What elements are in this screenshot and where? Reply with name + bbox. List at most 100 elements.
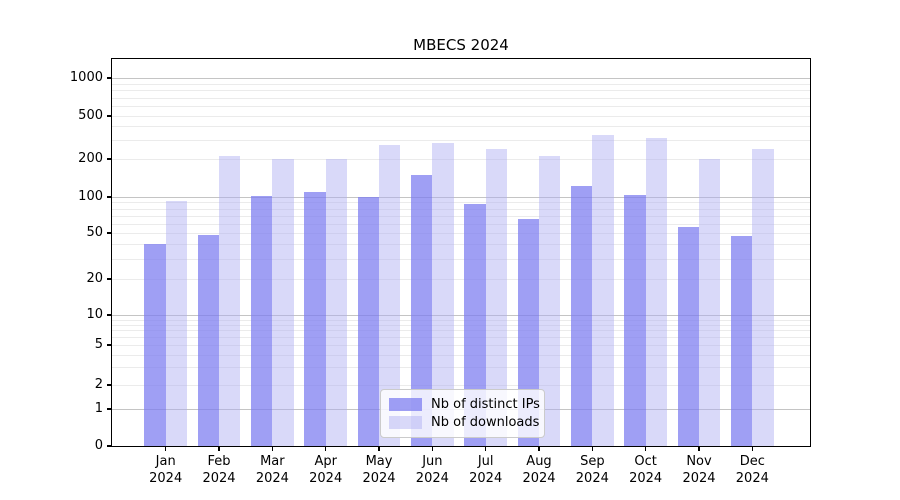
gridline-minor	[112, 215, 810, 217]
y-tick-label: 2	[94, 377, 103, 392]
bar-ips-may	[357, 197, 380, 446]
bar-ips-mar	[251, 195, 273, 446]
gridline-major	[112, 315, 810, 316]
bar-downloads-jan	[165, 201, 187, 446]
y-tick-mark	[107, 77, 111, 79]
gridline-minor	[112, 319, 810, 321]
gridline-minor	[112, 90, 810, 92]
x-tick-mark	[218, 447, 220, 451]
y-tick-mark	[107, 232, 111, 234]
x-tick-label-apr: Apr 2024	[309, 454, 343, 486]
y-tick-label: 1	[94, 401, 103, 416]
x-tick-mark	[644, 447, 647, 451]
bar-downloads-may	[379, 144, 401, 446]
y-tick-label: 1000	[69, 70, 103, 85]
bar-ips-apr	[304, 191, 326, 446]
x-tick-mark	[538, 447, 540, 451]
bar-ips-oct	[624, 195, 646, 446]
legend-item-distinct-ips: Nb of distinct IPs	[389, 395, 540, 414]
x-tick-label-jan: Jan 2024	[149, 454, 183, 486]
y-tick-label: 5	[94, 337, 103, 352]
bar-ips-jun	[411, 174, 433, 446]
y-tick-label: 200	[78, 151, 103, 166]
y-tick-mark	[107, 278, 111, 280]
y-tick-mark	[107, 344, 111, 346]
bar-ips-jul	[464, 203, 486, 446]
gridline-minor	[112, 159, 810, 160]
x-tick-mark	[698, 447, 700, 451]
y-tick-label: 50	[86, 225, 103, 240]
gridline-minor	[112, 223, 810, 225]
x-tick-label-sep: Sep 2024	[575, 454, 609, 486]
bar-downloads-jul	[485, 149, 507, 446]
y-tick-mark	[107, 115, 111, 117]
gridline-minor	[112, 345, 810, 346]
x-tick-mark	[378, 447, 380, 451]
x-tick-label-nov: Nov 2024	[682, 454, 716, 486]
bar-downloads-apr	[325, 159, 347, 446]
gridline-minor	[112, 354, 810, 356]
x-tick-mark	[591, 447, 594, 451]
bar-ips-jan	[144, 244, 166, 446]
x-tick-label-jun: Jun 2024	[415, 454, 449, 486]
x-tick-label-oct: Oct 2024	[629, 454, 663, 486]
y-tick-mark	[107, 408, 111, 410]
x-tick-mark	[484, 447, 487, 451]
x-tick-label-mar: Mar 2024	[255, 454, 289, 486]
gridline-minor	[112, 279, 810, 280]
gridline-minor	[112, 116, 810, 117]
gridline-minor	[112, 233, 810, 234]
gridline-minor	[112, 330, 810, 332]
bar-downloads-dec	[752, 148, 774, 446]
y-tick-label: 0	[94, 438, 103, 453]
gridline-minor	[112, 83, 810, 85]
bar-ips-sep	[571, 186, 593, 446]
gridline-major	[112, 197, 810, 198]
bar-ips-nov	[677, 227, 699, 446]
bar-ips-dec	[731, 236, 753, 446]
chart-title: MBECS 2024	[413, 36, 509, 54]
x-tick-mark	[271, 447, 274, 451]
gridline-minor	[112, 97, 810, 99]
y-tick-label: 10	[86, 307, 103, 322]
gridline-minor	[112, 126, 810, 128]
x-tick-label-aug: Aug 2024	[522, 454, 556, 486]
x-tick-mark	[751, 447, 754, 451]
legend-label-downloads: Nb of downloads	[431, 415, 540, 431]
y-tick-label: 100	[78, 189, 103, 204]
gridline-minor	[112, 367, 810, 369]
legend: Nb of distinct IPs Nb of downloads	[380, 389, 545, 438]
gridline-minor	[112, 337, 810, 339]
gridline-minor	[112, 324, 810, 326]
gridline-minor	[112, 258, 810, 260]
y-tick-label: 500	[78, 108, 103, 123]
legend-label-distinct-ips: Nb of distinct IPs	[431, 396, 540, 412]
gridline-minor	[112, 106, 810, 107]
gridline-minor	[112, 385, 810, 386]
bar-downloads-aug	[539, 155, 561, 446]
x-tick-mark	[324, 447, 327, 451]
gridline-major	[112, 78, 810, 79]
bar-downloads-feb	[219, 155, 241, 446]
legend-item-downloads: Nb of downloads	[389, 414, 540, 433]
y-tick-mark	[107, 384, 111, 386]
gridline-minor	[112, 139, 810, 141]
bar-ips-feb	[197, 235, 220, 446]
legend-swatch-distinct-ips	[389, 397, 422, 411]
legend-swatch-downloads	[389, 416, 422, 430]
x-tick-label-may: May 2024	[362, 454, 396, 486]
y-tick-label: 20	[86, 271, 103, 286]
bar-downloads-sep	[592, 134, 614, 446]
bar-downloads-oct	[645, 138, 667, 446]
y-tick-mark	[107, 314, 111, 316]
x-tick-mark	[431, 447, 434, 451]
y-tick-mark	[107, 196, 111, 198]
bar-downloads-mar	[272, 159, 294, 446]
bar-downloads-jun	[432, 143, 454, 446]
x-tick-label-dec: Dec 2024	[735, 454, 769, 486]
x-tick-label-jul: Jul 2024	[469, 454, 503, 486]
y-tick-mark	[107, 158, 111, 160]
bar-downloads-nov	[699, 159, 721, 446]
x-tick-mark	[165, 447, 167, 451]
